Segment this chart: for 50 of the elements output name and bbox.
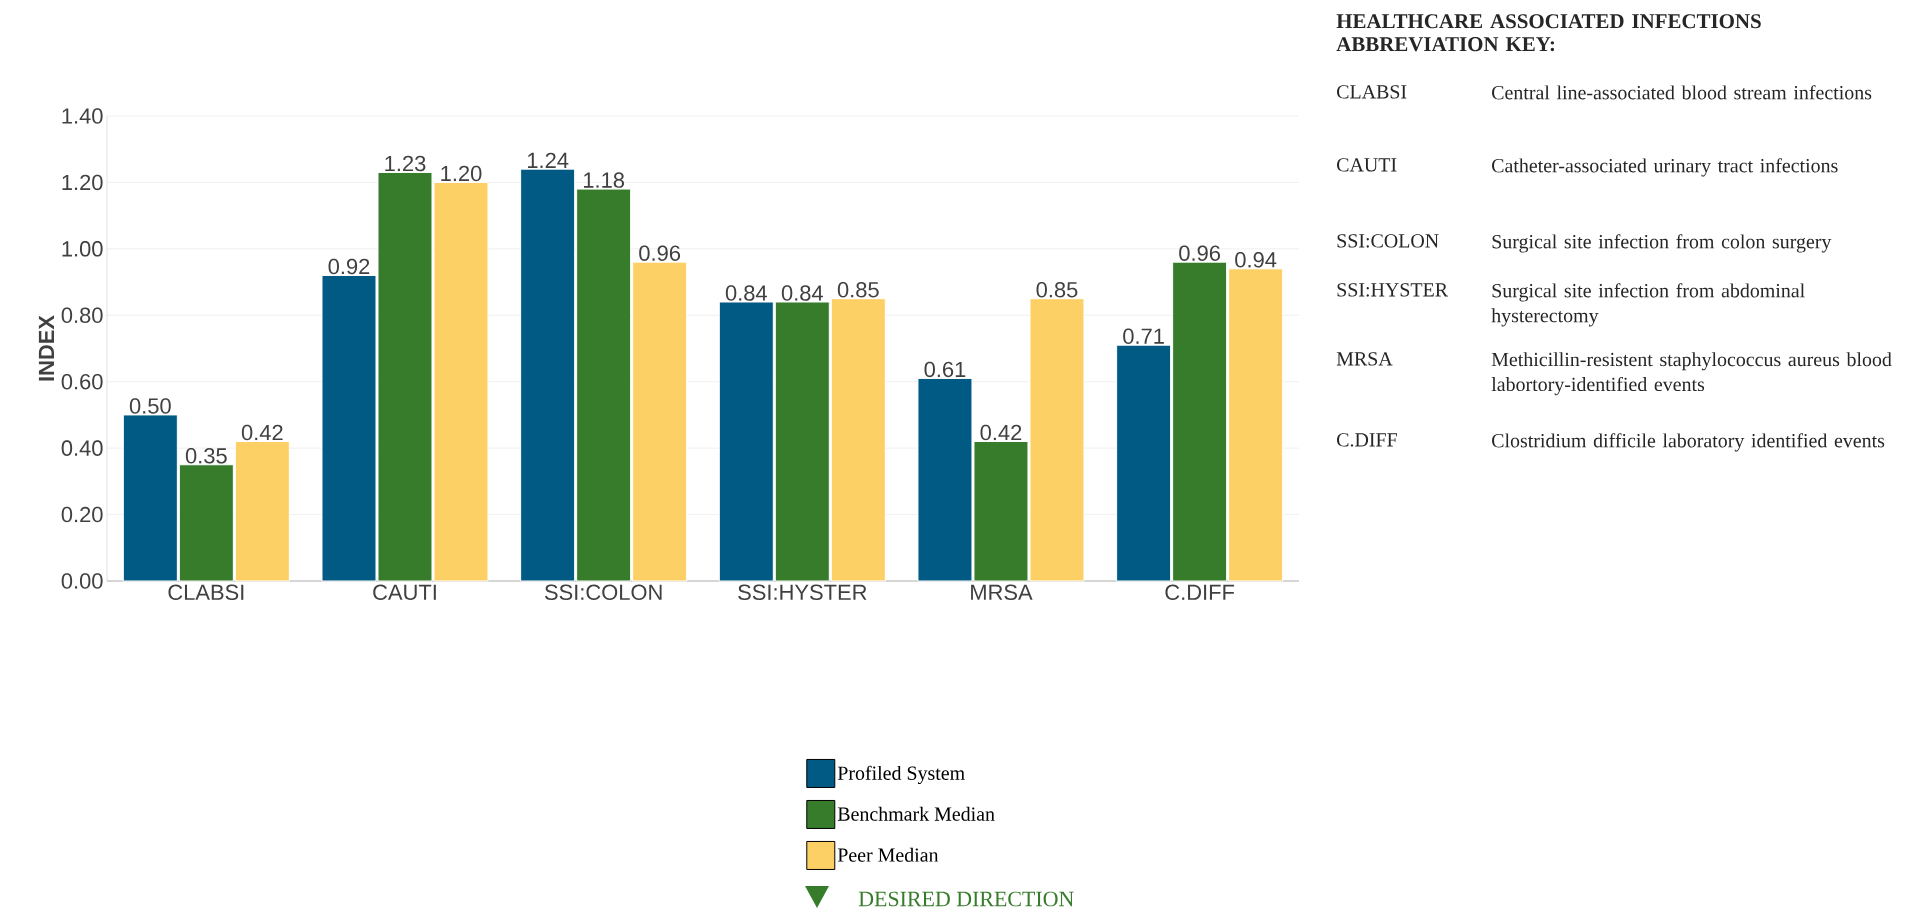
data-label: 1.18 — [583, 172, 625, 188]
text: CLABSI — [1337, 85, 1407, 99]
legend-label: Profiled System — [837, 765, 965, 785]
data-label: 0.96 — [1179, 245, 1220, 261]
text: CAUTI — [1337, 158, 1397, 172]
data-label: 0.85 — [837, 281, 879, 298]
y-tick-label: 1.20 — [62, 174, 103, 191]
text: HEALTHCARE ASSOCIATED INFECTIONS ABBREVIATION KEY: — [1336, 14, 1761, 52]
y-axis-title: INDEX — [38, 315, 54, 381]
data-label: 0.85 — [1036, 281, 1078, 298]
y-tick-label: 1.40 — [62, 108, 103, 124]
data-label: 0.84 — [725, 285, 767, 301]
y-tick-label: 1.00 — [62, 241, 103, 257]
data-label: 0.35 — [185, 448, 227, 464]
legend-label: Benchmark Median — [837, 806, 995, 821]
text: DESIRED DIRECTION — [858, 891, 1074, 907]
data-label: 1.23 — [385, 155, 426, 172]
data-label: 1.24 — [527, 152, 569, 168]
data-label: 0.42 — [980, 424, 1022, 441]
data-label: 0.61 — [924, 361, 966, 378]
text: SSI:COLON — [1337, 234, 1439, 248]
y-tick-label: 0.00 — [61, 573, 103, 589]
text: SSI:HYSTER — [1337, 283, 1449, 297]
text: C.DIFF — [1337, 433, 1397, 447]
x-tick-label: SSI:COLON — [544, 584, 662, 601]
x-tick-label: SSI:HYSTER — [738, 584, 867, 601]
text: Clostridium difficile laboratory identified events — [1492, 433, 1885, 452]
y-tick-label: 0.80 — [61, 307, 103, 324]
data-label: 0.71 — [1123, 328, 1164, 344]
text: Surgical site infection from abdominal hysterectomy — [1491, 283, 1805, 327]
data-label: 0.50 — [129, 398, 171, 414]
x-tick-label: CAUTI — [373, 584, 436, 601]
data-label: 0.84 — [781, 285, 823, 301]
data-label: 0.96 — [639, 245, 681, 261]
data-label: 1.20 — [441, 165, 482, 182]
y-tick-label: 0.20 — [61, 506, 103, 523]
text: Central line-associated blood stream infections — [1492, 85, 1872, 100]
legend-label: Peer Median — [837, 847, 939, 862]
text: Methicillin-resistent staphylococcus aureus blood labortory-identified events — [1491, 352, 1892, 396]
y-tick-label: 0.60 — [61, 373, 103, 390]
text: Catheter-associated urinary tract infections — [1492, 158, 1838, 177]
x-tick-label: CLABSI — [168, 584, 244, 601]
text: Surgical site infection from colon surgery — [1492, 234, 1832, 253]
data-label: 0.92 — [328, 258, 370, 275]
x-tick-label: MRSA — [971, 584, 1033, 601]
y-tick-label: 0.40 — [61, 440, 103, 456]
data-label: 0.94 — [1235, 252, 1277, 268]
text: MRSA — [1336, 352, 1393, 366]
data-label: 0.42 — [241, 424, 283, 441]
x-tick-label: C.DIFF — [1165, 584, 1235, 601]
